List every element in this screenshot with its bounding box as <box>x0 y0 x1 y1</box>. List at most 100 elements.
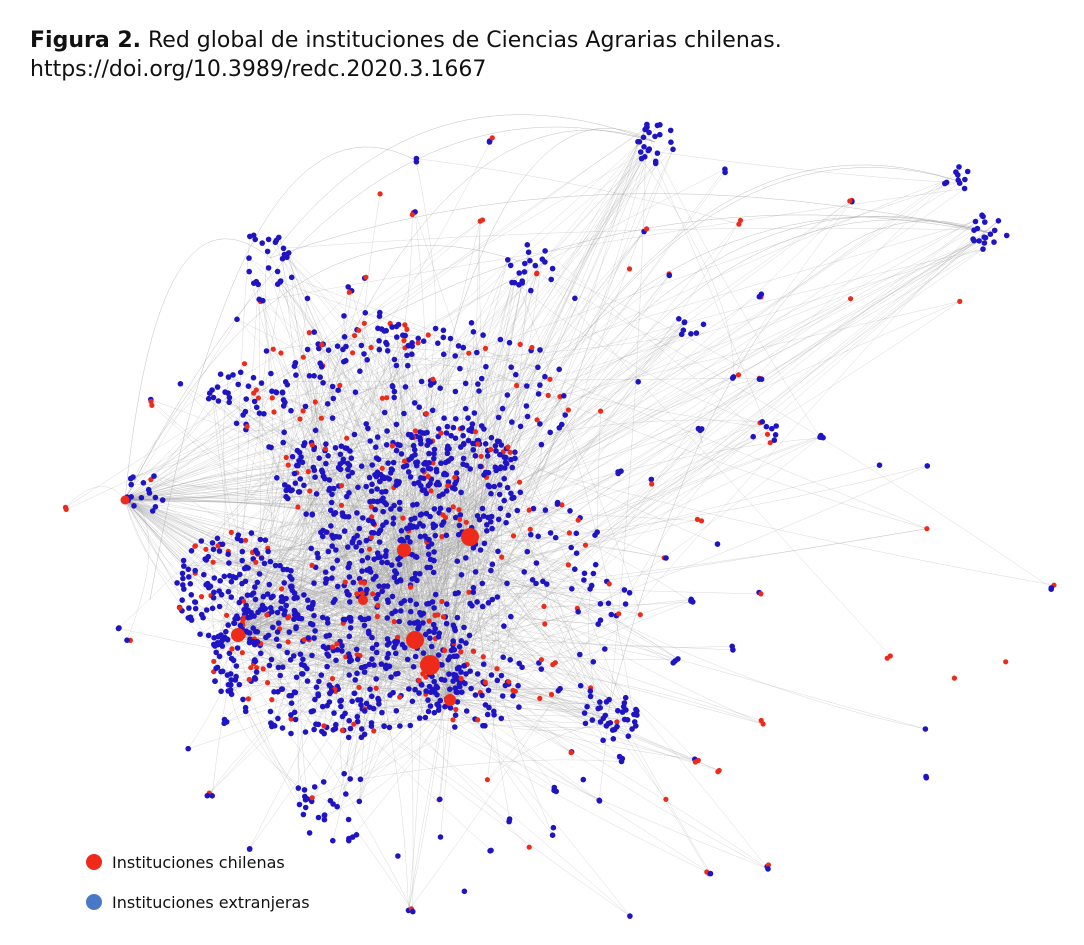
foreign-institution-node <box>280 403 287 409</box>
foreign-institution-node <box>339 648 345 654</box>
foreign-institution-node <box>382 664 389 671</box>
foreign-institution-node <box>305 597 311 603</box>
foreign-institution-node <box>393 482 400 488</box>
foreign-institution-node <box>501 623 507 629</box>
foreign-institution-node <box>418 612 425 618</box>
foreign-institution-node <box>314 550 321 557</box>
foreign-institution-node <box>468 425 475 432</box>
foreign-institution-node <box>423 688 430 694</box>
foreign-institution-node <box>252 676 259 682</box>
foreign-institution-node <box>398 608 404 614</box>
foreign-institution-node <box>461 663 467 669</box>
foreign-institution-node <box>441 415 447 422</box>
foreign-institution-node <box>427 382 434 388</box>
foreign-institution-node <box>472 692 479 698</box>
foreign-institution-node <box>491 483 498 490</box>
foreign-institution-node <box>300 656 306 663</box>
foreign-institution-node <box>228 655 235 662</box>
chilean-institution-node <box>246 676 252 683</box>
foreign-institution-node <box>333 547 339 553</box>
edge-arc <box>269 193 991 259</box>
chilean-institution-node <box>475 717 481 723</box>
foreign-institution-node <box>459 425 466 431</box>
foreign-institution-node <box>323 460 329 467</box>
foreign-institution-node <box>491 708 497 715</box>
foreign-institution-node <box>504 580 510 587</box>
edge-arc <box>469 164 956 538</box>
foreign-institution-node <box>363 483 370 490</box>
foreign-institution-node <box>524 383 530 389</box>
foreign-institution-node <box>325 453 331 459</box>
foreign-institution-node <box>239 557 245 564</box>
foreign-institution-node <box>393 650 399 657</box>
foreign-institution-node <box>210 595 217 601</box>
foreign-institution-node <box>282 379 289 385</box>
foreign-institution-node <box>433 481 440 488</box>
foreign-institution-node <box>283 602 290 609</box>
chilean-institution-node <box>361 320 367 326</box>
foreign-institution-node <box>221 573 228 580</box>
foreign-institution-node <box>515 682 521 689</box>
foreign-institution-node <box>991 239 997 245</box>
foreign-institution-node <box>426 450 432 457</box>
foreign-institution-node <box>316 678 322 685</box>
foreign-institution-node <box>234 316 240 323</box>
foreign-institution-node <box>596 798 603 804</box>
foreign-institution-node <box>383 552 389 559</box>
foreign-institution-node <box>756 293 763 300</box>
foreign-institution-node <box>479 692 485 699</box>
foreign-institution-node <box>394 639 401 645</box>
foreign-institution-node <box>476 388 482 394</box>
chilean-institution-node <box>228 529 234 536</box>
foreign-institution-node <box>572 295 578 302</box>
foreign-institution-node <box>450 646 456 652</box>
foreign-institution-node <box>295 785 302 791</box>
foreign-institution-node <box>435 652 442 658</box>
foreign-institution-node <box>278 594 285 600</box>
foreign-institution-node <box>439 522 445 528</box>
foreign-institution-node <box>485 600 492 606</box>
foreign-institution-node <box>663 555 669 561</box>
foreign-institution-node <box>430 621 437 628</box>
foreign-institution-node <box>245 565 251 571</box>
foreign-institution-node <box>347 725 354 732</box>
foreign-institution-node <box>341 334 348 340</box>
foreign-institution-node <box>242 704 249 711</box>
foreign-institution-node <box>439 662 445 668</box>
foreign-institution-node <box>646 129 652 136</box>
foreign-institution-node <box>288 583 295 589</box>
foreign-institution-node <box>681 319 688 326</box>
foreign-institution-node <box>308 708 315 715</box>
foreign-institution-node <box>381 475 388 482</box>
foreign-institution-node <box>652 160 659 167</box>
foreign-institution-node <box>461 888 468 895</box>
chilean-institution-node <box>371 728 377 734</box>
foreign-institution-node <box>366 704 373 710</box>
foreign-institution-node <box>510 693 516 699</box>
foreign-institution-node <box>279 389 286 396</box>
chilean-institution-node <box>494 666 500 672</box>
foreign-institution-node <box>319 703 326 710</box>
foreign-institution-node <box>308 545 315 552</box>
foreign-institution-node <box>256 410 263 417</box>
foreign-institution-node <box>358 342 365 349</box>
foreign-institution-node <box>456 644 463 650</box>
foreign-institution-node <box>300 811 307 818</box>
chilean-institution-node <box>379 465 385 471</box>
foreign-institution-node <box>357 615 364 621</box>
foreign-institution-node <box>416 690 422 696</box>
foreign-institution-node <box>608 611 615 618</box>
foreign-institution-node <box>386 724 393 731</box>
foreign-institution-node <box>380 495 386 502</box>
foreign-institution-node <box>349 540 356 546</box>
foreign-institution-node <box>533 560 540 566</box>
chilean-institution-node <box>269 395 275 401</box>
chilean-institution-node <box>847 198 853 204</box>
foreign-institution-node <box>410 442 417 449</box>
foreign-institution-node <box>452 514 459 521</box>
foreign-institution-node <box>320 527 326 534</box>
foreign-institution-node <box>329 491 335 498</box>
foreign-institution-node <box>535 364 541 371</box>
foreign-institution-node <box>437 796 443 803</box>
foreign-institution-node <box>330 801 336 807</box>
